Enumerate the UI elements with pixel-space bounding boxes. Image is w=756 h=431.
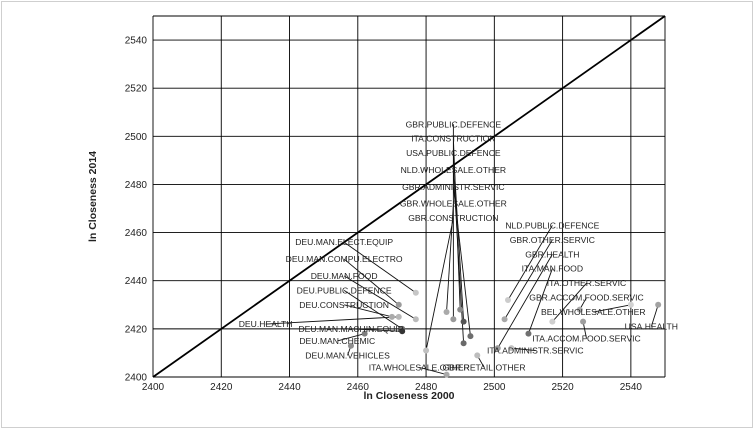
point-label: USA.PUBLIC.DEFENCE [406, 148, 501, 158]
x-tick-label: 2520 [551, 382, 574, 393]
point-label: ITA.MAN.FOOD [522, 264, 583, 274]
leader-line [497, 254, 553, 349]
leader-line [650, 304, 659, 327]
data-point [443, 371, 450, 378]
point-label: ITA.ADMINISTR.SERVIC [487, 346, 584, 356]
point-label: BEL.WHOLESALE.OTHER [541, 307, 646, 317]
data-point [347, 342, 354, 349]
leader-line [511, 347, 536, 351]
data-point [460, 340, 467, 347]
y-tick-label: 2480 [125, 180, 148, 191]
data-point [494, 345, 501, 352]
y-tick-label: 2520 [125, 84, 148, 95]
point-label: ITA.OTHER.SERVIC [547, 278, 626, 288]
leader-line [265, 316, 399, 325]
data-point [395, 313, 402, 320]
leader-line [343, 258, 400, 306]
point-label: DEU.PUBLIC.DEFENCE [297, 285, 392, 295]
leader-line [504, 239, 553, 320]
point-label: GBR.OTHER.SERVIC [510, 235, 595, 245]
data-point [508, 345, 515, 352]
point-label: GBR.CONSTRUCTION [408, 213, 498, 223]
leader-line [452, 186, 471, 337]
data-point [549, 318, 556, 325]
leader-line [337, 333, 365, 342]
leader-line [343, 241, 417, 294]
point-label: DEU.MAN.MACHIN.EQUIP [298, 324, 403, 334]
y-tick-label: 2440 [125, 276, 148, 287]
x-axis-title: ln Closeness 2000 [363, 390, 454, 402]
leader-line [593, 304, 631, 313]
x-tick-label: 2400 [142, 382, 165, 393]
data-point [501, 316, 508, 323]
leader-line [425, 218, 454, 351]
leader-line [507, 225, 553, 301]
leader-line [452, 153, 465, 322]
data-point [450, 316, 457, 323]
data-point [443, 309, 450, 316]
point-label: NLD.PUBLIC.DEFENCE [505, 220, 599, 230]
leader-line [419, 366, 447, 376]
point-label: DEU.MAN.ELECT.EQUIP [295, 237, 393, 247]
x-tick-label: 2460 [347, 382, 370, 393]
point-label: DEU.MAN.COMPU.ELECTRO [286, 254, 403, 264]
point-label: ITA.ACCOM.FOOD.SERVIC [532, 333, 641, 343]
data-point [423, 347, 430, 354]
y-tick-label: 2460 [125, 228, 148, 239]
data-point [580, 318, 587, 325]
point-label: ITA.CONSTRUCTION [411, 134, 495, 144]
point-label: ITA.WHOLESALE.OTHER [369, 362, 470, 372]
point-label: USA.HEALTH [625, 321, 678, 331]
data-point [474, 352, 481, 359]
y-tick-label: 2400 [125, 373, 148, 384]
data-point [655, 301, 662, 308]
leader-line [343, 289, 403, 330]
y-tick-label: 2500 [125, 132, 148, 143]
reference-line-45deg [152, 15, 666, 378]
data-point [399, 328, 406, 335]
data-point [460, 318, 467, 325]
x-tick-label: 2500 [483, 382, 506, 393]
leader-line [350, 328, 403, 332]
x-tick-label: 2480 [415, 382, 438, 393]
data-point [412, 289, 419, 296]
data-point [457, 306, 464, 313]
y-axis-title: ln Closeness 2014 [87, 151, 99, 242]
y-tick-label: 2540 [125, 36, 148, 47]
leader-line [344, 304, 393, 318]
data-point [525, 330, 532, 337]
x-tick-label: 2540 [620, 382, 643, 393]
point-label: GBR.RETAIL.OTHER [443, 362, 526, 372]
point-label: GBR.ACCOM.FOOD.SERVIC [529, 293, 643, 303]
point-label: GBR.ADMINISTR.SERVIC [402, 182, 505, 192]
point-label: DEU.MAN.VEHICLES [305, 350, 390, 360]
point-label: DEU.MAN.FOOD [311, 271, 378, 281]
data-point [395, 301, 402, 308]
data-point [576, 306, 583, 313]
point-label: DEU.HEALTH [239, 319, 293, 329]
data-point [388, 313, 395, 320]
leader-line [528, 268, 553, 334]
x-tick-label: 2440 [278, 382, 301, 393]
leader-line [343, 275, 417, 320]
leader-line [552, 282, 587, 322]
point-label: GBR.HEALTH [525, 249, 579, 259]
point-label: GBR.WHOLESALE.OTHER [400, 199, 507, 209]
data-point [627, 301, 634, 308]
point-label: DEU.MAN.CHEMIC [299, 336, 375, 346]
data-point [504, 296, 511, 303]
data-point [412, 316, 419, 323]
data-point [467, 333, 474, 340]
x-tick-label: 2420 [210, 382, 233, 393]
data-point [361, 330, 368, 337]
point-label: DEU.CONSTRUCTION [299, 300, 389, 310]
point-label: NLD.WHOLESALE.OTHER [401, 165, 507, 175]
y-tick-label: 2420 [125, 324, 148, 335]
point-label: GBR.PUBLIC.DEFENCE [406, 119, 502, 129]
